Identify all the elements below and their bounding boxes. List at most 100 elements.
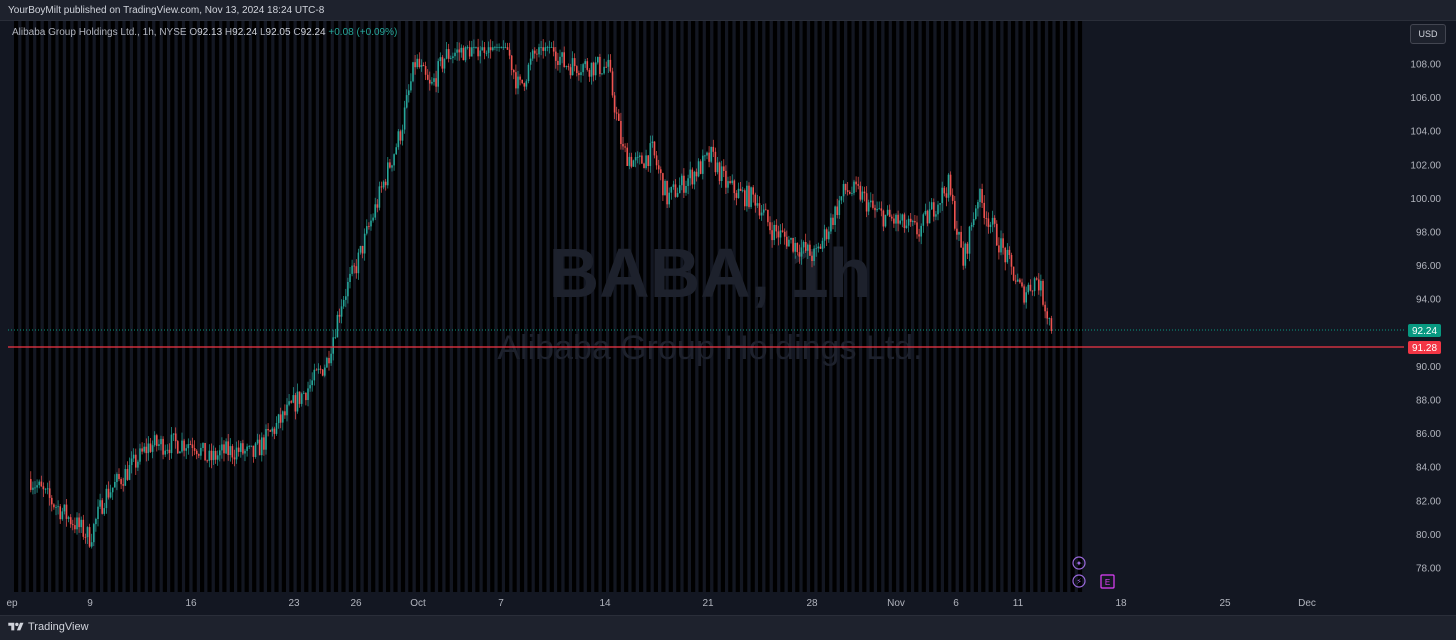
candle-body xyxy=(968,226,971,254)
candle-body xyxy=(836,206,838,215)
session-break-stripe xyxy=(415,21,420,592)
candle-body xyxy=(672,184,675,187)
candle-body xyxy=(643,163,645,169)
candle-body xyxy=(191,444,194,448)
candle-body xyxy=(949,174,952,195)
tradingview-brand[interactable]: TradingView xyxy=(8,621,89,633)
candle-body xyxy=(678,185,681,194)
candle-body xyxy=(1031,290,1034,292)
candle-body xyxy=(975,208,977,219)
candle-body xyxy=(72,524,74,526)
candle-body xyxy=(240,443,242,452)
session-break-stripe xyxy=(802,21,807,592)
candle-body xyxy=(989,224,992,227)
time-tick-label: 16 xyxy=(185,598,197,609)
candle-body xyxy=(519,76,521,80)
candle-body xyxy=(334,337,337,339)
chart-area[interactable]: BABA, 1h Alibaba Group Holdings Ltd. 108… xyxy=(0,21,1456,615)
price-chart[interactable]: BABA, 1h Alibaba Group Holdings Ltd. 108… xyxy=(0,21,1456,615)
candle-body xyxy=(542,47,544,51)
candle-body xyxy=(435,78,437,87)
candle-body xyxy=(397,131,400,148)
candle-body xyxy=(408,90,410,96)
time-tick-label: 25 xyxy=(1219,598,1231,609)
session-break-stripe xyxy=(646,21,651,592)
candle-body xyxy=(456,49,458,53)
earnings-event-icon[interactable] xyxy=(1100,574,1115,589)
session-break-stripe xyxy=(720,21,725,592)
candle-body xyxy=(212,451,215,461)
split-event-icon[interactable] xyxy=(1072,574,1086,588)
candle-body xyxy=(964,243,967,266)
candle-body xyxy=(101,500,103,514)
dividend-event-icon[interactable] xyxy=(1072,556,1086,570)
candle-body xyxy=(685,186,687,193)
candle-body xyxy=(307,388,309,400)
candle-body xyxy=(135,454,137,468)
candle-body xyxy=(727,181,729,188)
session-break-stripe xyxy=(14,21,19,592)
candle-body xyxy=(328,357,330,364)
candle-body xyxy=(592,62,595,76)
candle-body xyxy=(422,65,425,66)
candle-body xyxy=(137,461,139,468)
session-break-stripe xyxy=(705,21,711,592)
candle-body xyxy=(447,49,450,59)
time-tick-label: 7 xyxy=(498,598,504,609)
session-break-stripe xyxy=(899,21,904,592)
candle-body xyxy=(300,393,303,404)
session-break-stripe xyxy=(996,21,1001,592)
candle-body xyxy=(884,214,887,227)
candle-body xyxy=(874,207,876,211)
candle-body xyxy=(624,146,626,148)
candle-body xyxy=(779,230,782,238)
event-markers[interactable]: ✦ ⚡ E xyxy=(1072,556,1115,589)
session-break-stripe xyxy=(921,21,926,592)
candle-body xyxy=(170,434,173,454)
candle-body xyxy=(48,488,51,498)
currency-button[interactable]: USD xyxy=(1410,24,1446,44)
price-tick-label: 90.00 xyxy=(1416,362,1441,373)
candle-body xyxy=(956,228,958,235)
candle-body xyxy=(628,156,631,166)
candle-body xyxy=(90,542,93,547)
candle-body xyxy=(817,246,820,249)
price-tick-label: 82.00 xyxy=(1416,496,1441,507)
price-axis[interactable]: 108.00 106.00 104.00 102.00 100.00 98.00 96.00… xyxy=(1410,60,1441,575)
candle-body xyxy=(702,155,704,174)
candle-body xyxy=(750,187,752,207)
candle-body xyxy=(282,411,284,423)
session-break-stripe xyxy=(1011,21,1016,592)
session-break-stripe xyxy=(817,21,822,592)
candle-body xyxy=(418,58,421,67)
candle-body xyxy=(687,178,689,186)
candle-body xyxy=(261,437,263,456)
candle-body xyxy=(376,204,379,208)
session-break-stripe xyxy=(363,21,368,592)
candle-body xyxy=(752,187,754,195)
candle-body xyxy=(494,47,496,48)
session-break-stripe xyxy=(408,21,413,592)
candle-body xyxy=(156,435,158,446)
candle-body xyxy=(378,186,381,208)
session-break-stripe xyxy=(631,21,636,592)
session-break-stripe xyxy=(304,21,309,592)
candle-body xyxy=(40,481,43,487)
candle-body xyxy=(718,162,721,181)
time-axis[interactable]: ep 9 16 23 26 Oct 7 14 21 28 Nov 6 11 18 25 Dec xyxy=(6,598,1315,609)
session-break-stripe xyxy=(348,21,353,592)
session-break-stripe xyxy=(810,21,815,592)
session-break-stripe xyxy=(847,21,852,592)
candle-body xyxy=(426,74,429,80)
time-tick-label: 21 xyxy=(702,598,714,609)
candle-body xyxy=(1025,292,1027,303)
candle-body xyxy=(61,511,64,520)
last-price-tag xyxy=(1408,324,1441,337)
symbol-legend[interactable]: Alibaba Group Holdings Ltd., 1h, NYSE O9… xyxy=(12,27,397,38)
candle-body xyxy=(798,252,801,257)
candle-body xyxy=(1044,304,1046,312)
candle-body xyxy=(105,488,108,509)
candle-body xyxy=(366,226,368,234)
session-break-stripe xyxy=(1048,21,1053,592)
candle-body xyxy=(345,296,347,300)
